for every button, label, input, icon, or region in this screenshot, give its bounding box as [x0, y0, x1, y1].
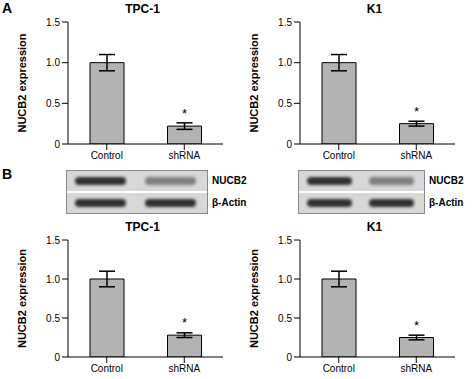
svg-text:NUCB2 expression: NUCB2 expression: [16, 249, 28, 348]
svg-text:Control: Control: [323, 150, 355, 161]
svg-text:shRNA: shRNA: [168, 150, 200, 161]
html-text:TPC-1: TPC-1: [125, 220, 160, 234]
svg-text:0.5: 0.5: [46, 98, 60, 109]
html-text:NUCB2: NUCB2: [212, 175, 247, 186]
svg-text:0.5: 0.5: [278, 98, 292, 109]
svg-text:shRNA: shRNA: [400, 363, 432, 374]
svg-text:shRNA: shRNA: [168, 363, 200, 374]
svg-text:1.5: 1.5: [278, 17, 292, 28]
svg-text:Control: Control: [91, 363, 123, 374]
svg-text:*: *: [414, 104, 419, 119]
html-text:K1: K1: [366, 2, 383, 16]
svg-text:*: *: [182, 315, 187, 330]
svg-text:0: 0: [286, 139, 292, 150]
svg-text:1.5: 1.5: [46, 17, 60, 28]
svg-text:Control: Control: [91, 150, 123, 161]
svg-text:1.0: 1.0: [278, 274, 292, 285]
svg-text:Control: Control: [323, 363, 355, 374]
html-text:NUCB2: NUCB2: [429, 175, 464, 186]
svg-text:*: *: [182, 106, 187, 121]
svg-text:*: *: [414, 318, 419, 333]
html-text:TPC-1: TPC-1: [125, 2, 160, 16]
html-text:K1: K1: [366, 220, 383, 234]
html-text:β-Actin: β-Actin: [212, 197, 247, 208]
svg-text:1.0: 1.0: [46, 274, 60, 285]
html-text:B: B: [2, 166, 13, 182]
svg-text:0: 0: [286, 352, 292, 363]
svg-text:0: 0: [54, 139, 60, 150]
svg-text:shRNA: shRNA: [400, 150, 432, 161]
svg-text:0.5: 0.5: [46, 313, 60, 324]
svg-text:1.5: 1.5: [278, 235, 292, 246]
svg-text:NUCB2 expression: NUCB2 expression: [248, 249, 260, 348]
svg-text:1.5: 1.5: [46, 235, 60, 246]
svg-text:0.5: 0.5: [278, 313, 292, 324]
svg-text:NUCB2 expression: NUCB2 expression: [248, 33, 260, 132]
html-text:A: A: [2, 0, 13, 16]
svg-text:0: 0: [54, 352, 60, 363]
svg-text:NUCB2 expression: NUCB2 expression: [16, 33, 28, 132]
svg-text:1.0: 1.0: [278, 57, 292, 68]
svg-text:1.0: 1.0: [46, 57, 60, 68]
html-text:β-Actin: β-Actin: [429, 197, 464, 208]
